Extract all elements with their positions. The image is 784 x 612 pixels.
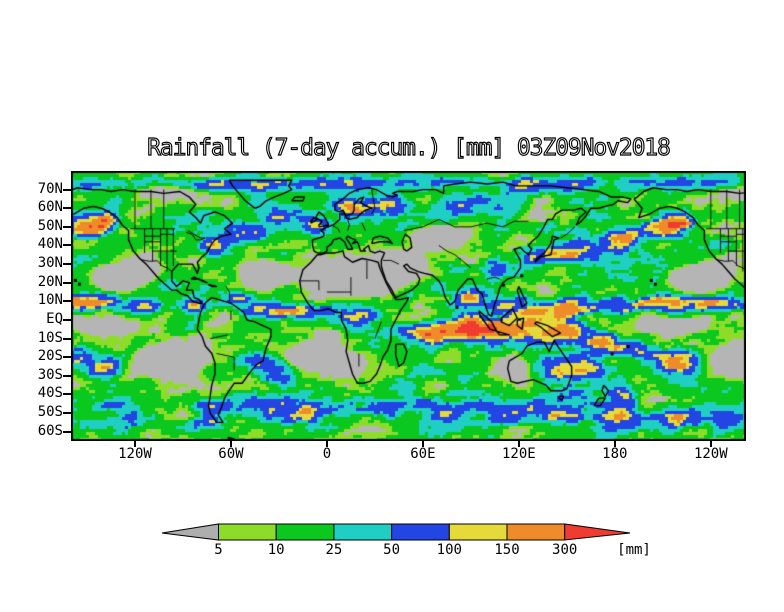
y-axis-tick-label: 40S <box>37 385 63 402</box>
y-axis-tick-label: 20S <box>37 348 63 365</box>
y-axis-tick <box>63 188 71 191</box>
x-axis-tick <box>421 441 424 447</box>
y-axis-tick-label: 20N <box>37 273 63 290</box>
x-axis-tick-label: 0 <box>322 446 332 462</box>
colorbar-level-label: 100 <box>436 542 462 558</box>
plot-title: Rainfall (7-day accum.) [mm] 03Z09Nov201… <box>147 134 672 161</box>
y-axis-tick <box>63 244 71 247</box>
colorbar-segment <box>506 523 566 541</box>
y-axis-tick-label: 60S <box>37 422 63 439</box>
colorbar-under-arrow <box>161 523 219 541</box>
colorbar-legend <box>161 523 631 541</box>
y-axis-tick-label: 30N <box>37 255 63 272</box>
y-axis-tick-label: 60N <box>37 199 63 216</box>
x-axis-tick-label: 120W <box>118 446 152 462</box>
colorbar-level-label: 150 <box>494 542 520 558</box>
y-axis-tick <box>63 412 71 415</box>
y-axis-tick-label: 10N <box>37 292 63 309</box>
y-axis-tick-label: 70N <box>37 180 63 197</box>
y-axis-tick <box>63 356 71 359</box>
y-axis-tick <box>63 300 71 303</box>
colorbar-level-label: 50 <box>383 542 401 558</box>
y-axis-tick <box>63 281 71 284</box>
y-axis-tick <box>63 393 71 396</box>
y-axis-tick <box>63 430 71 433</box>
x-axis-tick-label: 60W <box>218 446 244 462</box>
y-axis-tick <box>63 225 71 228</box>
colorbar-over-arrow <box>564 523 631 541</box>
y-axis-tick <box>63 337 71 340</box>
rainfall-map-canvas <box>71 171 746 441</box>
x-axis-tick <box>325 441 328 447</box>
colorbar-segment <box>218 523 277 541</box>
x-axis-tick <box>709 441 712 447</box>
x-axis-tick-label: 120E <box>502 446 536 462</box>
colorbar-segment <box>391 523 450 541</box>
y-axis-tick-label: 10S <box>37 329 63 346</box>
y-axis-tick-label: EQ <box>46 310 63 327</box>
colorbar-segment <box>275 523 335 541</box>
y-axis-tick <box>63 263 71 266</box>
colorbar-level-label: 300 <box>552 542 578 558</box>
y-axis-tick-label: 50N <box>37 217 63 234</box>
x-axis-tick <box>133 441 136 447</box>
y-axis-tick-label: 30S <box>37 366 63 383</box>
x-axis-tick-label: 120W <box>693 446 728 462</box>
colorbar-level-label: 25 <box>325 542 343 558</box>
y-axis-tick-label: 50S <box>37 404 63 421</box>
colorbar-segment <box>448 523 508 541</box>
colorbar-level-label: 10 <box>267 542 285 558</box>
y-axis-tick-label: 40N <box>37 236 63 253</box>
y-axis-tick <box>63 207 71 210</box>
x-axis-tick <box>613 441 616 447</box>
y-axis-tick <box>63 318 71 321</box>
x-axis-tick <box>517 441 520 447</box>
colorbar-level-label: 5 <box>214 542 223 558</box>
y-axis-tick <box>63 374 71 377</box>
x-axis-tick-label: 60E <box>410 446 436 462</box>
colorbar-segment <box>333 523 393 541</box>
x-axis-tick-label: 180 <box>602 446 628 462</box>
colorbar-unit-label: [mm] <box>617 542 651 558</box>
x-axis-tick <box>229 441 232 447</box>
